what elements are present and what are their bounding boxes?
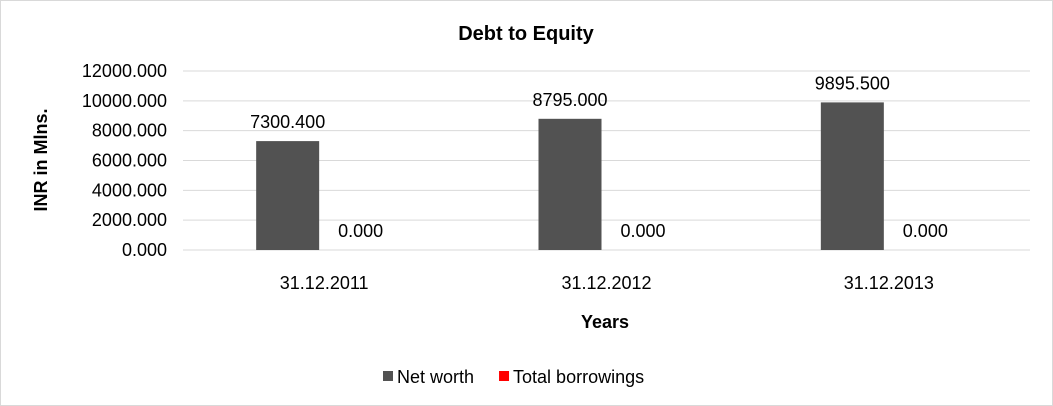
bar-net-worth — [820, 102, 884, 251]
y-tick-label: 6000.000 — [92, 151, 167, 171]
bar-net-worth — [538, 118, 602, 250]
y-tick-label: 4000.000 — [92, 180, 167, 200]
y-tick-label: 2000.000 — [92, 210, 167, 230]
data-label: 9895.500 — [815, 73, 890, 93]
data-label: 7300.400 — [250, 112, 325, 132]
y-tick-label: 10000.000 — [82, 91, 167, 111]
data-label: 0.000 — [620, 221, 665, 241]
y-tick-label: 12000.000 — [82, 61, 167, 81]
chart-title: Debt to Equity — [458, 23, 594, 45]
y-axis-label: INR in Mlns. — [31, 109, 51, 212]
legend-label: Net worth — [397, 367, 474, 387]
x-tick-label: 31.12.2012 — [561, 273, 651, 293]
data-label: 0.000 — [903, 221, 948, 241]
legend-label: Total borrowings — [513, 367, 644, 387]
y-tick-label: 0.000 — [122, 240, 167, 260]
data-label: 8795.000 — [532, 90, 607, 110]
x-tick-label: 31.12.2013 — [844, 273, 934, 293]
y-tick-label: 8000.000 — [92, 121, 167, 141]
x-axis-label: Years — [581, 312, 629, 332]
bar-net-worth — [256, 141, 320, 250]
data-label: 0.000 — [338, 221, 383, 241]
legend-swatch — [383, 371, 393, 381]
legend-swatch — [499, 371, 510, 381]
x-tick-label: 31.12.2011 — [280, 273, 369, 293]
